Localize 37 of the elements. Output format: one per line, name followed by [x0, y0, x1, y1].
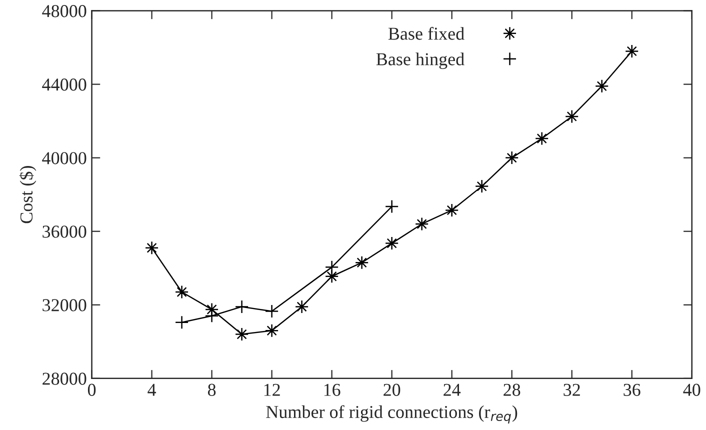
point	[324, 260, 339, 274]
point	[474, 179, 489, 194]
y-tick-label: 28000	[42, 372, 86, 385]
point	[504, 150, 519, 165]
x-tick-label: 32	[564, 384, 580, 396]
legend-label: Base hinged	[376, 52, 464, 70]
x-tick-label: 0	[88, 384, 96, 396]
y-tick-label: 40000	[42, 152, 86, 164]
point	[204, 309, 219, 323]
point	[174, 315, 189, 330]
y-tick-label: 44000	[42, 78, 86, 91]
point	[444, 203, 459, 218]
x-tick-label: 8	[208, 384, 216, 396]
x-tick-label: 4	[148, 384, 156, 396]
x-tick-label: 36	[624, 384, 640, 396]
point	[174, 285, 189, 299]
point	[534, 132, 549, 146]
y-axis-title: Cost ($)	[19, 166, 36, 224]
point	[294, 300, 309, 314]
x-tick-label: 24	[444, 384, 461, 396]
x-tick-label: 40	[683, 384, 700, 396]
point	[384, 200, 399, 214]
y-tick-label: 32000	[42, 299, 86, 312]
point	[234, 300, 249, 314]
point	[234, 327, 249, 342]
x-tick-label: 12	[264, 384, 280, 396]
point	[384, 236, 399, 250]
point	[624, 44, 639, 58]
point	[414, 217, 429, 231]
x-tick-label: 16	[324, 384, 340, 396]
point	[264, 304, 279, 318]
y-tick-label: 36000	[42, 226, 86, 238]
legend-label: Base fixed	[388, 26, 464, 40]
y-tick-label: 48000	[42, 5, 86, 18]
x-axis-title: Number of rigid connections (r$_{req}$)	[266, 405, 518, 424]
x-tick-label: 28	[504, 384, 520, 396]
x-tick-label: 20	[384, 384, 400, 396]
